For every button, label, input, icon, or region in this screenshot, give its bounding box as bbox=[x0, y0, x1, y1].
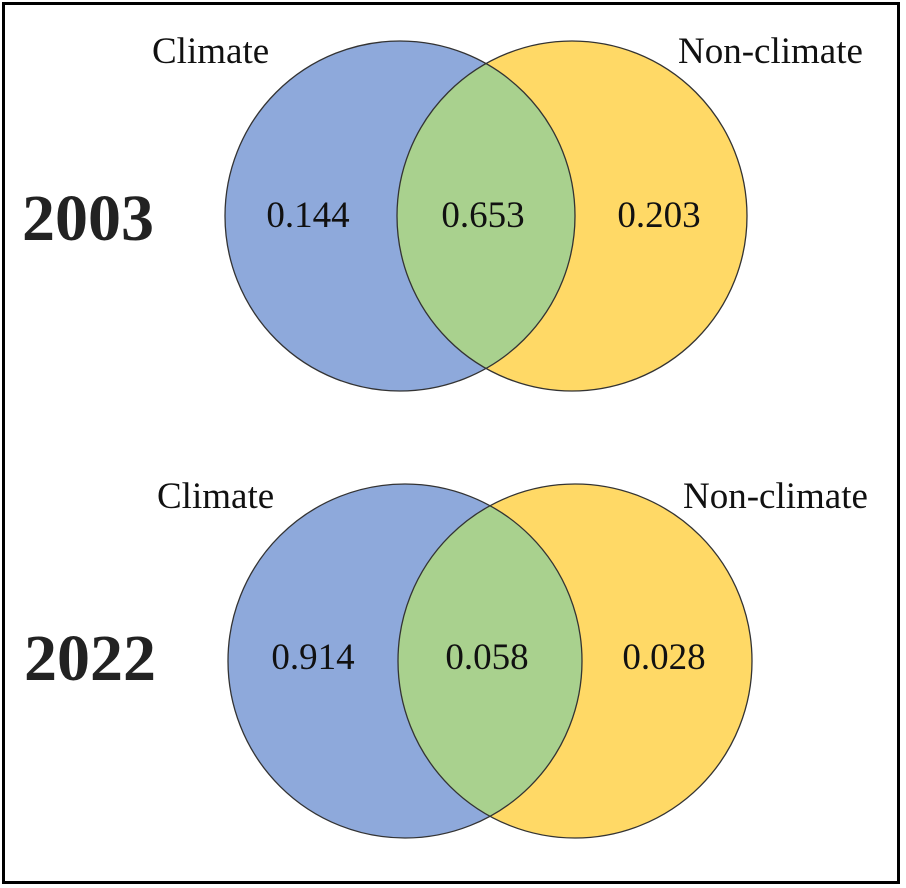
year-label: 2003 bbox=[22, 182, 154, 255]
climate-only-value: 0.914 bbox=[271, 637, 354, 678]
year-label: 2022 bbox=[24, 622, 156, 695]
climate-label: Climate bbox=[152, 31, 269, 72]
venn-panel-2022: Climate Non-climate 2022 0.914 0.058 0.0… bbox=[24, 476, 868, 839]
non-climate-label: Non-climate bbox=[678, 31, 863, 72]
non-climate-only-value: 0.203 bbox=[617, 195, 700, 236]
climate-only-value: 0.144 bbox=[266, 195, 349, 236]
overlap-value: 0.058 bbox=[445, 637, 528, 678]
climate-label: Climate bbox=[157, 476, 274, 517]
venn-panel-2003: Climate Non-climate 2003 0.144 0.653 0.2… bbox=[22, 31, 863, 392]
non-climate-circle-outline bbox=[396, 40, 748, 392]
non-climate-circle-outline bbox=[397, 483, 753, 839]
climate-circle-outline bbox=[224, 40, 576, 392]
non-climate-label: Non-climate bbox=[683, 476, 868, 517]
overlap-region bbox=[397, 41, 575, 391]
overlap-value: 0.653 bbox=[441, 195, 524, 236]
overlap-region bbox=[398, 484, 582, 838]
non-climate-only-value: 0.028 bbox=[622, 637, 705, 678]
climate-circle-outline bbox=[227, 483, 583, 839]
